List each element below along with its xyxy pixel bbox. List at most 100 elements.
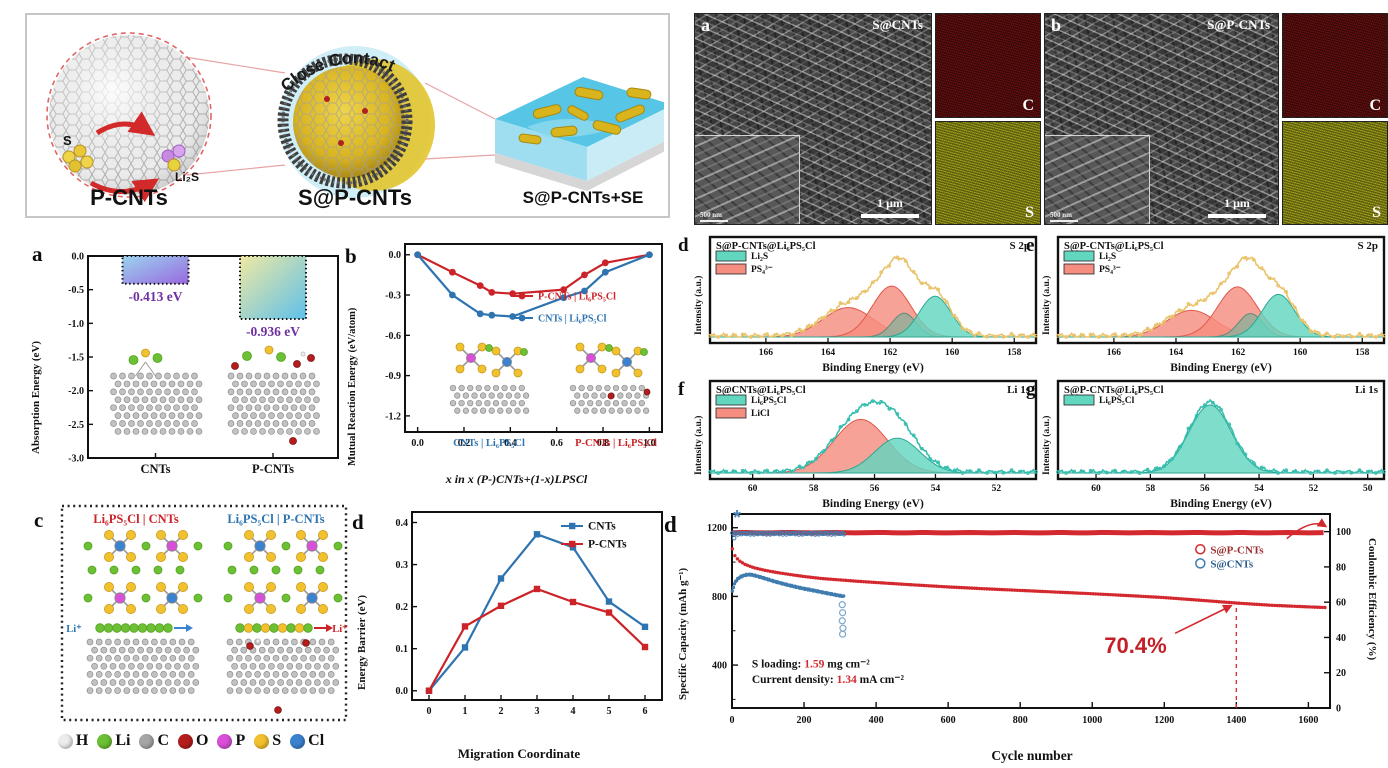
chart-text: 400 (712, 661, 727, 672)
x-axis-label: Cycle number (991, 748, 1073, 763)
tetrahedron-molecule (243, 529, 276, 563)
chart-text: 0.1 (396, 644, 409, 655)
panel-letter: d (678, 235, 689, 256)
chart-text: 0.3 (396, 560, 409, 571)
sem-inset: 500 nm (1045, 135, 1150, 224)
schematic-graphic: S Li₂S P-CNTs Close Contact S@P-CNTs (46, 32, 664, 210)
legend-swatch (1063, 394, 1095, 406)
reaction-arrow (95, 111, 156, 136)
xps-li1s-chart: 60 58 56 54 52 50 S@P-CNTs@Li₆PS₅Cl Li 1s Li₆PS₅… (1056, 379, 1386, 494)
inset-scale-bar: 500 nm (700, 211, 728, 222)
chart-text: 162 (883, 348, 898, 358)
eds-maps: C S (1282, 13, 1388, 225)
lattice-structure (227, 372, 320, 435)
chart-text: 0 (1336, 704, 1341, 715)
sem-sample-title: S@P-CNTs (1207, 17, 1270, 32)
legend-item-H: H (57, 732, 88, 750)
sem-sample-title: S@CNTs (872, 17, 923, 32)
atom-label: S (272, 732, 282, 749)
chart-text: 160 (945, 348, 960, 358)
pcnts-label: P-CNTs (90, 185, 168, 210)
xps-envelope (1056, 398, 1386, 475)
legend-item-P: P (217, 732, 245, 750)
legend-marker (1195, 544, 1206, 555)
chart-text: 1200 (1154, 715, 1174, 726)
chart-text: 800 (712, 592, 727, 603)
tetrahedron-molecule (156, 529, 188, 563)
spcnts-se-label: S@P-CNTs+SE (523, 188, 644, 207)
capacity-red-series (730, 547, 1327, 610)
legend-item-S: S (254, 732, 281, 750)
chart-text: 1 (463, 706, 468, 717)
chart-text: 1200 (707, 523, 727, 534)
chart-text: 100 (1336, 527, 1351, 538)
series-CNTs-Li-PS-Cl (414, 251, 653, 320)
chart-text: 80 (1336, 562, 1346, 573)
chart-text: 0.2 (396, 602, 409, 613)
tetrahedron-molecule (491, 346, 523, 378)
zoom-connector-lines (184, 56, 496, 176)
chart-text: P-CNTs | Li₆PS₅Cl (575, 438, 657, 449)
chart-text: 52 (992, 484, 1002, 494)
retention-arrow (1174, 604, 1233, 635)
capacity-drop-point (839, 624, 847, 632)
panel-letter: g (1026, 379, 1036, 400)
panel-letter: e (1026, 235, 1035, 256)
chart-text: -0.5 (68, 285, 84, 296)
chart-text: 164 (821, 348, 836, 358)
y-axis-label: Absorption Energy (eV) (30, 340, 42, 454)
electrode-slab-illustration (495, 77, 664, 191)
legend-swatch (715, 263, 747, 275)
energy-bar (121, 255, 190, 285)
x-axis-label: Binding Energy (eV) (822, 498, 924, 510)
interface-models-graphic: Li₆PS₅Cl | CNTs Li₆PS₅Cl | P-CNTs Li⁺ Li⁺ (60, 504, 348, 722)
x-axis-label: Binding Energy (eV) (1170, 362, 1272, 374)
xps-panel-e: e Intensity (a.u.) 166 164 162 160 158 S@P-CN… (1026, 235, 1388, 379)
scale-bar: 1 μm (861, 196, 919, 218)
chart-text: Li₆PS₅Cl | P-CNTs (227, 512, 324, 526)
li2s-cluster (161, 144, 186, 172)
panel-letter: b (1051, 15, 1062, 35)
tetrahedron-molecule (295, 582, 328, 615)
atom-label: O (196, 732, 209, 749)
chart-text: -0.936 eV (246, 324, 300, 339)
tetrahedron-molecule (455, 342, 487, 374)
chart-text: S@P-CNTs@Li₆PS₅Cl (1064, 385, 1164, 396)
chart-text: 58 (1146, 484, 1156, 494)
tetrahedron-molecule (295, 529, 328, 563)
lattice-structure (569, 384, 650, 414)
series-P-CNTs-Li-PS-Cl (414, 251, 653, 298)
tetrahedron-molecule (575, 342, 607, 374)
chart-text: PS₄³⁻ (1099, 265, 1121, 275)
legend-marker (1195, 558, 1206, 569)
panel-cycling: d Specific Capacity (mAh g⁻¹) Coulombic … (664, 510, 1388, 768)
chart-text: * (733, 510, 741, 529)
xps-component-peak (710, 285, 1036, 338)
chart-text: 1400 (1226, 715, 1246, 726)
y-axis-label: Mutual Reaction Energy (eV/atom) (347, 307, 358, 466)
energy-bar (239, 255, 307, 321)
chart-text: 158 (1007, 348, 1022, 358)
eds-map-carbon: C (1282, 13, 1388, 118)
sem-image-s-pcnts: b S@P-CNTs 500 nm 1 μm (1044, 13, 1279, 225)
x-axis-label: Binding Energy (eV) (822, 362, 924, 374)
chart-text: S@P-CNTs@Li₆PS₅Cl (1064, 241, 1164, 252)
chart-text: 200 (797, 715, 812, 726)
panel-letter: d (664, 512, 677, 537)
chart-text: -1.5 (68, 353, 84, 364)
chart-text: PS₄³⁻ (751, 265, 773, 275)
y-axis-label: Intensity (a.u.) (1042, 275, 1052, 335)
panel-energy-barrier: d Energy Barrier (eV) 0.0 0.1 0.2 0.3 0.4 0 1 2… (352, 500, 672, 768)
lattice-structure (226, 638, 340, 694)
ce-blue-series (730, 530, 847, 541)
chart-text: 600 (941, 715, 956, 726)
panel-letter: f (678, 379, 685, 400)
pcnts-illustration: S Li₂S (46, 32, 212, 203)
chart-text: 800 (1013, 715, 1028, 726)
xps-s2p-chart: 166 164 162 160 158 S@P-CNTs@Li₆PS₅Cl S 2p Li₂S… (1056, 235, 1386, 358)
chart-text: 60 (748, 484, 758, 494)
legend-swatch (715, 394, 747, 406)
chart-text: 0 (730, 715, 735, 726)
xps-envelope (1056, 255, 1386, 339)
